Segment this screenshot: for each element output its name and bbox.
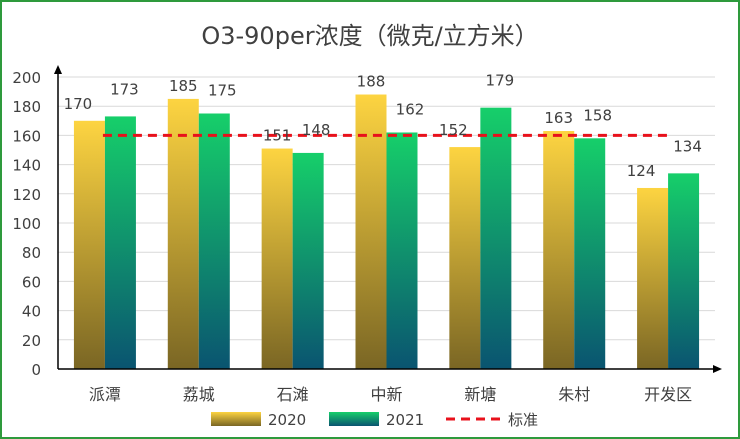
legend-swatch-2020 bbox=[211, 412, 261, 426]
x-tick-label: 中新 bbox=[370, 385, 402, 404]
chart-title: O3-90per浓度（微克/立方米） bbox=[201, 22, 538, 50]
legend-label-standard: 标准 bbox=[508, 411, 538, 429]
y-tick-label: 0 bbox=[31, 361, 41, 379]
bar-2021 bbox=[292, 152, 324, 369]
data-label-2021: 175 bbox=[208, 82, 237, 100]
x-tick-label: 开发区 bbox=[644, 385, 692, 404]
x-tick-label: 新塘 bbox=[464, 385, 496, 404]
y-tick-label: 20 bbox=[22, 332, 41, 350]
bar-2020 bbox=[449, 147, 481, 369]
y-axis-arrow bbox=[54, 65, 62, 74]
x-tick-label: 荔城 bbox=[183, 385, 215, 404]
y-tick-label: 160 bbox=[12, 127, 41, 145]
data-label-2020: 170 bbox=[64, 95, 93, 113]
y-tick-label: 120 bbox=[12, 186, 41, 204]
data-label-2020: 152 bbox=[439, 121, 468, 139]
data-label-2021: 148 bbox=[302, 121, 331, 139]
bar-2021 bbox=[574, 138, 606, 369]
bar-2021 bbox=[480, 107, 512, 369]
data-label-2020: 151 bbox=[263, 127, 292, 145]
bar-2020 bbox=[167, 98, 199, 370]
data-label-2020: 124 bbox=[627, 162, 656, 180]
data-label-2021: 179 bbox=[486, 72, 515, 90]
x-axis-arrow bbox=[713, 365, 722, 373]
bar-2021 bbox=[386, 132, 418, 369]
legend-label-2020: 2020 bbox=[268, 411, 306, 429]
data-label-2021: 134 bbox=[673, 137, 702, 155]
bar-2020 bbox=[261, 148, 293, 369]
data-label-2021: 173 bbox=[110, 80, 139, 98]
legend: 2020 2021 标准 bbox=[211, 411, 538, 429]
bar-2020 bbox=[73, 120, 105, 369]
x-tick-label: 派潭 bbox=[89, 385, 121, 404]
bar-group bbox=[73, 94, 700, 370]
axes bbox=[54, 65, 722, 373]
bar-2021 bbox=[198, 113, 230, 369]
legend-swatch-2021 bbox=[329, 412, 379, 426]
legend-label-2021: 2021 bbox=[386, 411, 424, 429]
y-tick-label: 140 bbox=[12, 157, 41, 175]
y-tick-label: 80 bbox=[22, 244, 41, 262]
data-label-2021: 158 bbox=[583, 106, 612, 124]
bar-2020 bbox=[543, 131, 575, 369]
y-tick-label: 200 bbox=[12, 69, 41, 87]
data-label-2020: 185 bbox=[169, 77, 198, 95]
y-tick-label: 40 bbox=[22, 303, 41, 321]
y-axis-ticks: 0 20 40 60 80 100 120 140 160 180 200 bbox=[12, 69, 41, 379]
bar-2021 bbox=[104, 116, 136, 369]
x-tick-label: 石滩 bbox=[277, 385, 309, 404]
bar-2020 bbox=[637, 187, 669, 369]
data-labels: 170 173 185 175 151 148 188 162 152 179 163 158 124 1… bbox=[64, 72, 702, 180]
bar-2021 bbox=[668, 173, 700, 369]
data-label-2021: 162 bbox=[396, 100, 425, 118]
x-tick-label: 朱村 bbox=[558, 385, 590, 404]
y-tick-label: 60 bbox=[22, 273, 41, 291]
y-tick-label: 180 bbox=[12, 98, 41, 116]
data-label-2020: 188 bbox=[357, 73, 386, 91]
y-tick-label: 100 bbox=[12, 215, 41, 233]
data-label-2020: 163 bbox=[544, 109, 573, 127]
x-axis-ticks: 派潭 荔城 石滩 中新 新塘 朱村 开发区 bbox=[89, 385, 692, 404]
bar-2020 bbox=[355, 94, 387, 370]
